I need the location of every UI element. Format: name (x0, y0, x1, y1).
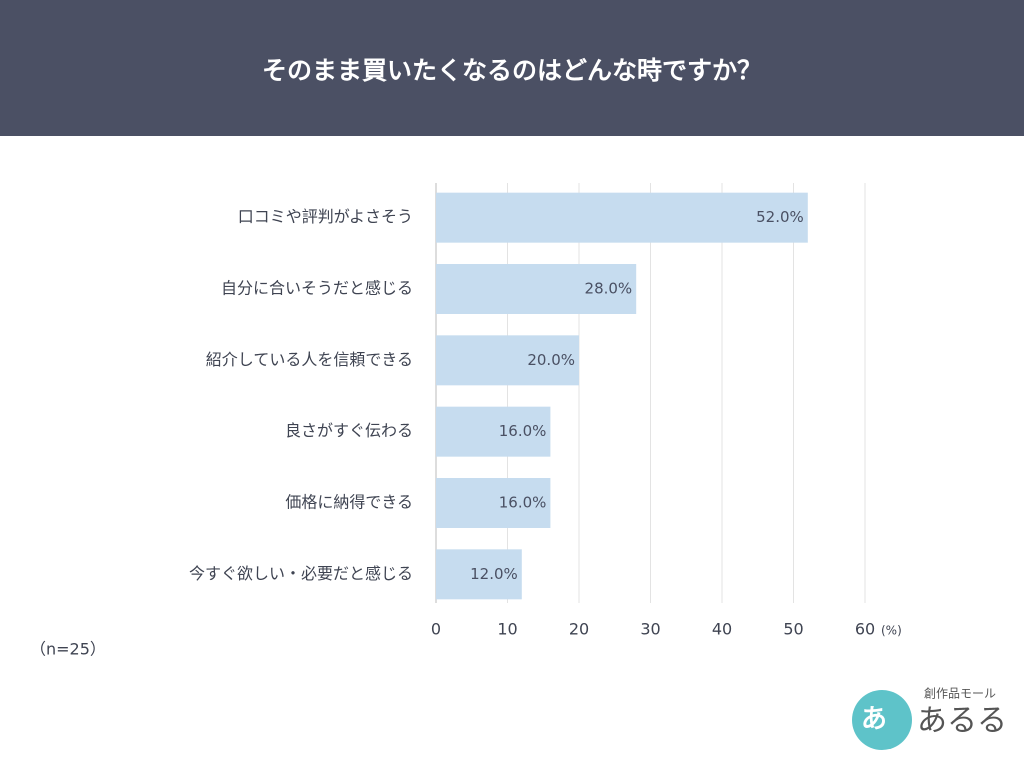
y-tick-label: 良さがすぐ伝わる (285, 421, 413, 440)
x-axis-unit: (%) (881, 624, 902, 638)
x-tick-label: 10 (497, 620, 517, 639)
bar (436, 335, 579, 386)
value-label: 28.0% (585, 280, 633, 298)
bar (436, 406, 551, 457)
bar (436, 192, 808, 243)
header-band (0, 0, 1024, 136)
logo-name: あるる (917, 704, 1007, 739)
y-tick-label: 今すぐ欲しい・必要だと感じる (189, 564, 413, 583)
value-label: 12.0% (470, 565, 518, 583)
x-tick-label: 50 (783, 620, 803, 639)
note: （n=25） (30, 640, 106, 659)
y-tick-label: 自分に合いそうだと感じる (221, 279, 413, 298)
y-tick-label: 価格に納得できる (285, 493, 413, 512)
value-label: 20.0% (527, 351, 575, 369)
value-label: 16.0% (499, 422, 547, 440)
logo-mark-text: あ (861, 705, 887, 735)
x-tick-label: 40 (712, 620, 732, 639)
bar (436, 264, 637, 314)
bar (436, 478, 551, 528)
x-tick-label: 30 (640, 620, 660, 639)
bar (436, 549, 522, 600)
logo-mark (852, 690, 912, 750)
y-tick-label: 紹介している人を信頼できる (206, 350, 413, 369)
logo-tagline: 創作品モール (924, 687, 996, 701)
chart-title: そのまま買いたくなるのはどんな時ですか？ (262, 56, 762, 85)
value-label: 52.0% (756, 208, 804, 226)
x-tick-label: 60 (855, 620, 875, 639)
x-tick-label: 20 (569, 620, 589, 639)
value-label: 16.0% (499, 494, 547, 512)
x-tick-label: 0 (431, 620, 441, 639)
y-tick-label: 口コミや評判がよさそう (238, 207, 413, 226)
